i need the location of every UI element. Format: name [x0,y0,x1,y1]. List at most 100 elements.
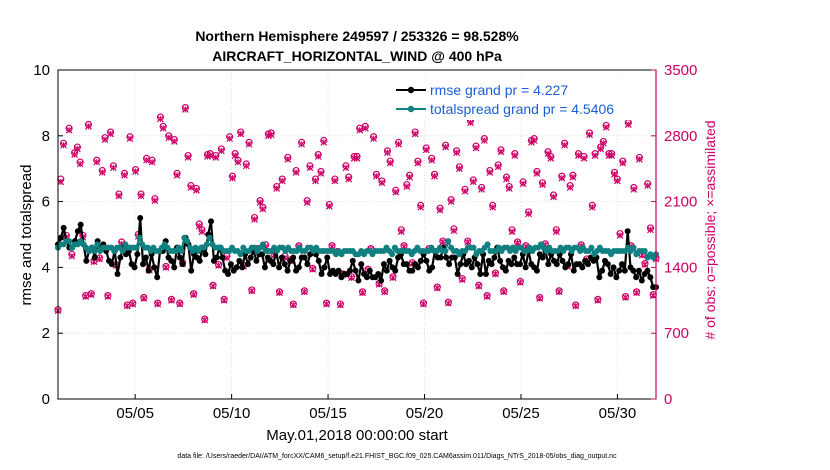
assimilated-obs-point [517,279,523,285]
totalspread-point [204,241,210,247]
rmse-point [559,258,565,264]
rmse-point [177,255,183,261]
rmse-point [282,261,288,267]
assimilated-obs-point [324,301,330,307]
rmse-point [353,268,359,274]
assimilated-obs-point [445,300,451,306]
rmse-point [636,268,642,274]
rmse-point [497,258,503,264]
y-tick-label: 6 [42,194,50,211]
rmse-point [355,278,361,284]
assimilated-obs-point [310,266,316,272]
rmse-point [647,274,653,280]
rmse-point [367,268,373,274]
assimilated-obs-point [595,297,601,303]
rmse-point [616,268,622,274]
totalspread-point [184,238,190,244]
legend-spread-label: totalspread grand pr = 4.5406 [430,101,614,117]
assimilated-obs-point [337,302,343,308]
rmse-point [137,215,143,221]
assimilated-obs-point [169,297,175,303]
rmse-point [387,258,393,264]
y2-tick-label: 700 [664,325,689,342]
y2-axis-label: # of obs: o=possible; ×=assimilated [702,120,718,339]
totalspread-point [136,235,142,241]
rmse-point [545,261,551,267]
x-tick-label: 05/25 [502,405,540,422]
rmse-point [276,264,282,270]
assimilated-obs-point [210,283,216,289]
rmse-point [262,264,268,270]
rmse-point [83,258,89,264]
x-tick-label: 05/10 [213,405,251,422]
assimilated-obs-point [642,262,648,268]
rmse-point [180,261,186,267]
totalspread-point [237,251,243,257]
rmse-point [610,264,616,270]
assimilated-obs-point [177,301,183,307]
rmse-point [381,261,387,267]
rmse-point [392,268,398,274]
y2-tick-label: 1400 [664,259,697,276]
rmse-point [605,261,611,267]
assimilated-obs-point [301,289,307,295]
assimilated-obs-point [105,294,111,300]
rmse-point [336,268,342,274]
rmse-point [171,264,177,270]
rmse-point [585,261,591,267]
y2-tick-label: 3500 [664,62,697,79]
rmse-point [239,264,245,270]
rmse-point [633,274,639,280]
y2-tick-label: 2100 [664,194,697,211]
assimilated-obs-point [492,271,498,277]
totalspread-point [120,248,126,254]
x-tick-label: 05/15 [309,405,347,422]
y-tick-label: 4 [42,259,50,276]
assimilated-obs-point [249,288,255,294]
totalspread-point [485,241,491,247]
assimilated-obs-point [573,303,579,309]
rmse-point [455,271,461,277]
rmse-point [625,228,631,234]
rmse-point [639,278,645,284]
x-axis-label: May.01,2018 00:00:00 start [266,427,448,444]
rmse-point [483,271,489,277]
totalspread-point [207,235,213,241]
rmse-point [423,258,429,264]
rmse-point [565,261,571,267]
assimilated-obs-point [221,297,227,303]
rmse-point [219,255,225,261]
legend: rmse grand pr = 4.227 totalspread grand … [392,76,654,120]
y-axis-right: 0 700 1400 2100 2800 3500 [651,62,697,408]
legend-spread-marker [408,106,414,112]
y2-tick-label: 0 [664,391,672,408]
rmse-point [202,251,208,257]
rmse-point [132,264,138,270]
chart-title-line1: Northern Hemisphere 249597 / 253326 = 98… [195,28,519,44]
rmse-point [188,268,194,274]
data-file-footer: data file: /Users/raeder/DAI/ATM_forcXX/… [177,453,617,460]
rmse-point [115,271,121,277]
assimilated-obs-point [360,290,366,296]
assimilated-obs-point [484,294,490,300]
assimilated-obs-point [141,295,147,301]
legend-rmse-marker [408,87,414,93]
rmse-point [415,264,421,270]
assimilated-obs-point [634,290,640,296]
obs-count-series [55,105,659,323]
assimilated-obs-point [650,293,656,299]
assimilated-obs-point [623,294,629,300]
rmse-point [511,255,517,261]
rmse-point [378,278,384,284]
rmse-point [534,268,540,274]
assimilated-obs-point [434,285,440,291]
rmse-point [364,274,370,280]
chart-title-line2: AIRCRAFT_HORIZONTAL_WIND @ 400 hPa [212,48,502,64]
rmse-point [234,264,240,270]
rmse-point [296,264,302,270]
rmse-point [78,222,84,228]
rmse-point [92,255,98,261]
rmse-point [599,268,605,274]
assimilated-obs-point [155,301,161,307]
rmse-point [613,274,619,280]
